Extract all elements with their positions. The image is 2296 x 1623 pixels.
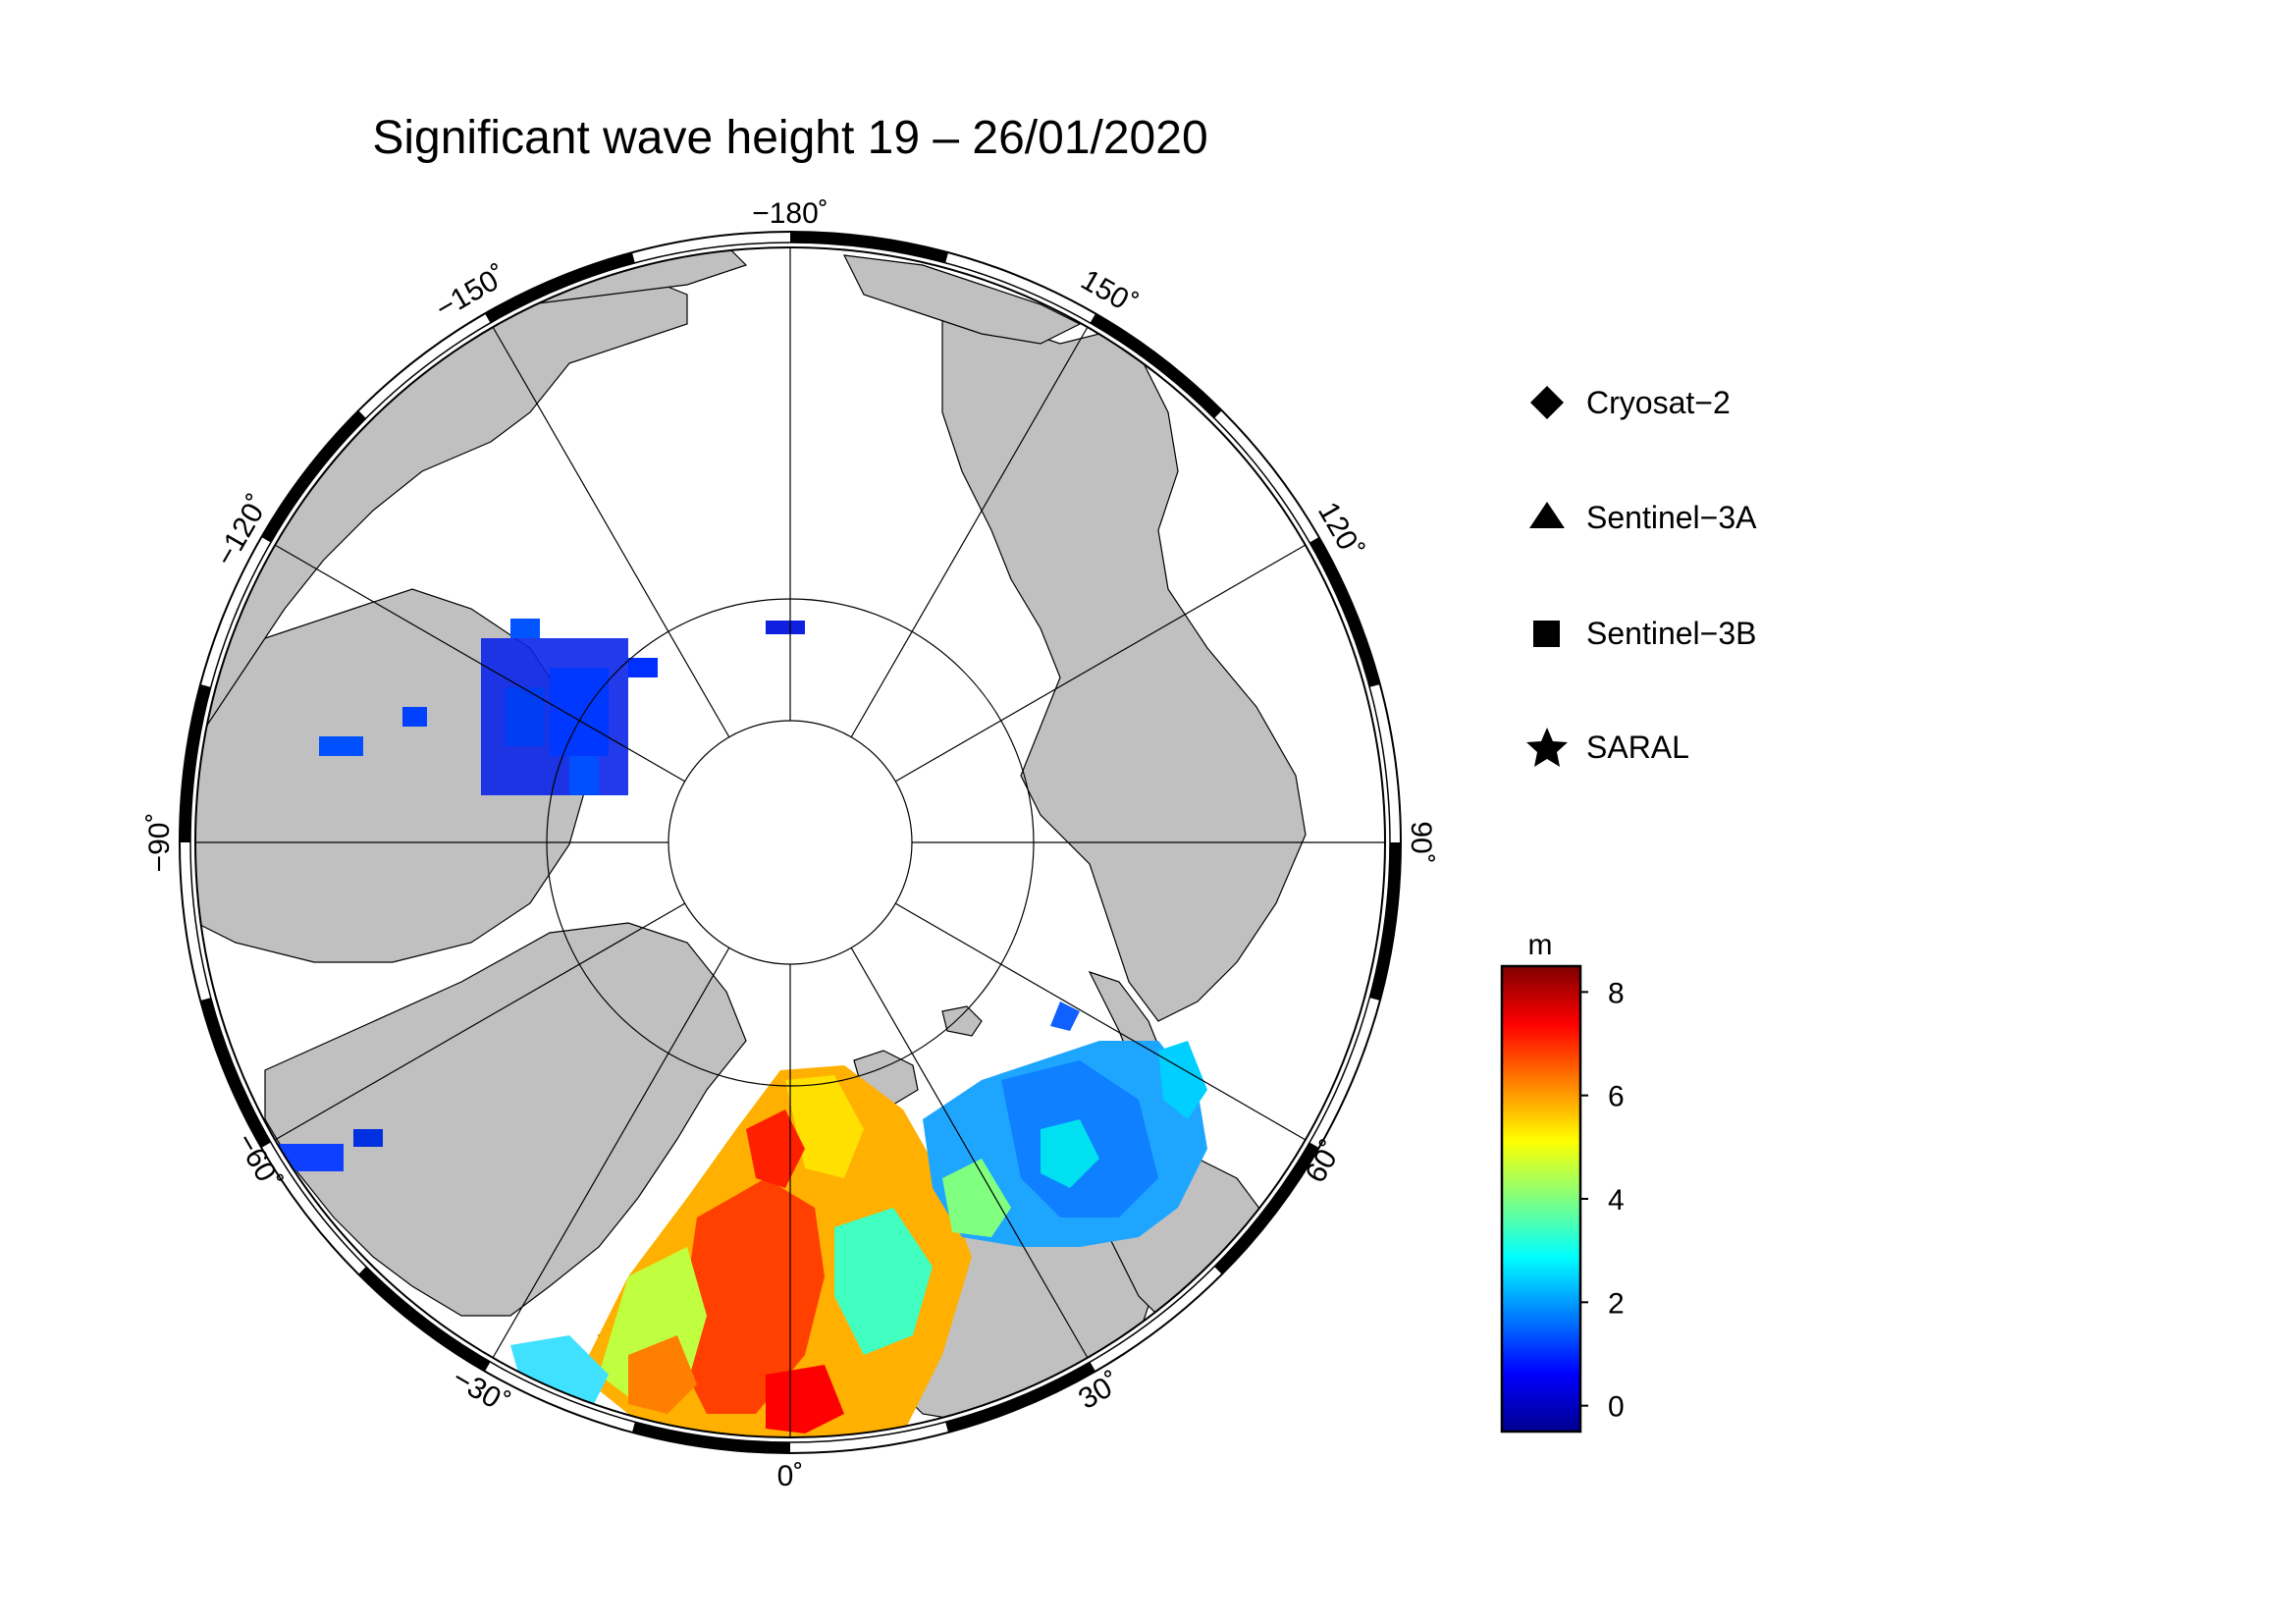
- chart-title: Significant wave height 19 – 26/01/2020: [372, 112, 1207, 164]
- diamond-icon: [1530, 386, 1564, 419]
- graticule: [195, 247, 1385, 1437]
- frame-segment: [1214, 1142, 1319, 1274]
- star-icon: [1526, 728, 1568, 767]
- frame-segment: [180, 684, 211, 843]
- lon-label-m90: −90˚: [143, 813, 176, 873]
- legend-label-s3a: Sentinel−3A: [1586, 500, 1757, 535]
- legend-item-saral: SARAL: [1526, 728, 1689, 767]
- polar-map: −180˚ 0˚ −90˚ 90˚ −150˚ 150˚ −120˚ 120˚ …: [143, 197, 1437, 1492]
- landmasses: [195, 247, 1307, 1425]
- lon-label-0: 0˚: [777, 1460, 804, 1492]
- map-frame: [179, 231, 1402, 1454]
- land-siberia: [941, 313, 1307, 1022]
- lon-label-90: 90˚: [1405, 821, 1437, 863]
- colorbar-ticks: 0 2 4 6 8: [1580, 977, 1625, 1424]
- swh-cluster-canadian-archipelago: [319, 619, 805, 795]
- frame-segment: [1309, 537, 1380, 687]
- land-chukotka: [842, 254, 1082, 345]
- frame-ticks: [180, 232, 1401, 1453]
- colorbar-tick-label: 0: [1608, 1391, 1625, 1424]
- colorbar-tick-label: 4: [1608, 1184, 1625, 1217]
- swh-cluster-greenland-norwegian-sea: [510, 1065, 972, 1437]
- triangle-icon: [1529, 502, 1565, 528]
- legend-label-cryosat: Cryosat−2: [1586, 385, 1731, 420]
- meridians: [195, 247, 1385, 1437]
- colorbar-tick-label: 2: [1608, 1287, 1625, 1320]
- frame-segment: [632, 1422, 791, 1453]
- frame-segment: [200, 998, 271, 1148]
- square-icon: [1533, 621, 1560, 647]
- colorbar-gradient: [1500, 964, 1582, 1434]
- colorbar-tick-label: 8: [1608, 977, 1625, 1009]
- colorbar-unit: m: [1528, 929, 1553, 961]
- legend-label-saral: SARAL: [1586, 730, 1689, 765]
- legend-label-s3b: Sentinel−3B: [1586, 616, 1756, 651]
- frame-segment: [358, 1267, 491, 1372]
- legend-item-s3b: Sentinel−3B: [1533, 616, 1756, 651]
- frame-segment: [261, 410, 366, 543]
- lon-label-60: 60˚: [1300, 1135, 1349, 1188]
- frame-segment: [1090, 313, 1222, 418]
- legend: Cryosat−2 Sentinel−3A Sentinel−3B SARAL: [1526, 385, 1757, 767]
- frame-segment: [1369, 841, 1401, 1001]
- legend-item-s3a: Sentinel−3A: [1529, 500, 1757, 535]
- colorbar-tick-label: 6: [1608, 1081, 1625, 1113]
- lon-label-150: 150˚: [1075, 263, 1143, 321]
- legend-item-cryosat: Cryosat−2: [1530, 385, 1731, 420]
- lon-label-m180: −180˚: [752, 197, 828, 230]
- frame-segment: [945, 1362, 1095, 1433]
- land-franz-josef: [941, 1005, 983, 1037]
- frame-segment: [789, 232, 948, 263]
- land-greenland: [264, 922, 747, 1317]
- colorbar: m 0 2 4 6 8: [1500, 929, 1625, 1434]
- frame-segment: [485, 252, 635, 323]
